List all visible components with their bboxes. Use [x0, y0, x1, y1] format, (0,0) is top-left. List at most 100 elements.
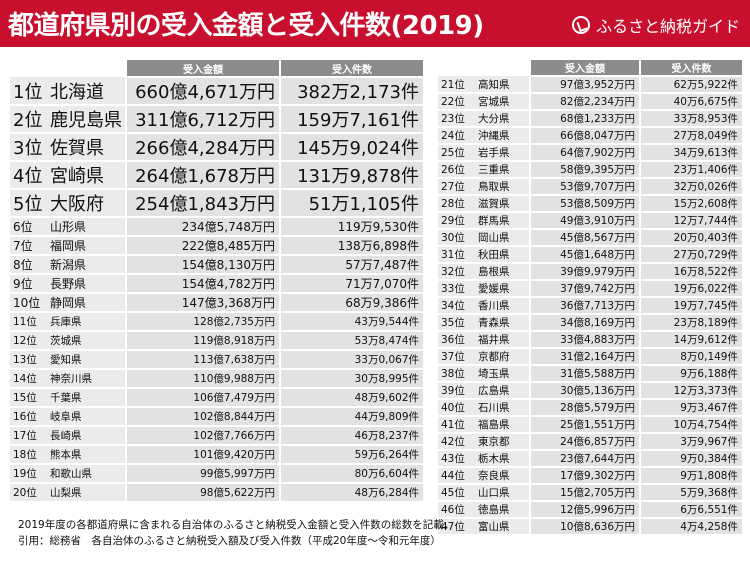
table-row: 30位 岡山県 45億8,567万円 20万0,403件: [438, 229, 742, 247]
table-row: 45位 山口県 15億2,705万円 5万9,368件: [438, 484, 742, 502]
table-row: 13位 愛知県 113億7,638万円 33万0,067件: [10, 350, 423, 370]
prefecture-cell: 静岡県: [50, 293, 126, 313]
prefecture-cell: 岩手県: [478, 144, 530, 162]
prefecture-cell: 福井県: [478, 331, 530, 349]
prefecture-cell: 富山県: [478, 518, 530, 536]
count-cell: 71万7,070件: [279, 274, 423, 294]
count-cell: 32万0,026件: [639, 178, 742, 196]
count-cell: 382万2,173件: [279, 77, 423, 106]
title-banner: 都道府県別の受入金額と受入件数(2019) ふるさと納税ガイド: [0, 0, 750, 47]
rank-cell: 10位: [10, 293, 50, 313]
count-cell: 16万8,522件: [639, 263, 742, 281]
amount-cell: 64億7,902万円: [529, 144, 640, 162]
rank-cell: 36位: [438, 331, 478, 349]
prefecture-cell: 京都府: [478, 348, 530, 366]
ranking-table-right: 受入金額 受入件数 21位 高知県 97億3,952万円 62万5,922件 22位 宮城…: [438, 60, 742, 536]
count-cell: 33万8,953件: [639, 110, 742, 128]
table-row: 46位 徳島県 12億5,996万円 6万6,551件: [438, 501, 742, 519]
rank-cell: 21位: [438, 76, 478, 94]
table-row: 20位 山梨県 98億5,622万円 48万6,284件: [10, 483, 423, 503]
source-citation: 引用：総務省 各自治体のふるさと納税受入額及び受入件数（平成20年度〜令和元年度…: [18, 535, 441, 547]
table-row: 41位 福島県 25億1,551万円 10万4,754件: [438, 416, 742, 434]
table-row: 24位 沖縄県 66億8,047万円 27万8,049件: [438, 127, 742, 145]
table-row: 42位 東京都 24億6,857万円 3万9,967件: [438, 433, 742, 451]
amount-cell: 99億5,997万円: [125, 464, 280, 484]
amount-cell: 234億5,748万円: [125, 217, 280, 237]
amount-cell: 31億5,588万円: [529, 365, 640, 383]
count-cell: 15万2,608件: [639, 195, 742, 213]
checkmark-circle-icon: [571, 16, 590, 34]
count-cell: 138万6,898件: [279, 236, 423, 256]
count-cell: 44万9,809件: [279, 407, 423, 427]
prefecture-cell: 佐賀県: [50, 133, 126, 162]
amount-cell: 53億9,707万円: [529, 178, 640, 196]
count-cell: 62万5,922件: [639, 76, 742, 94]
amount-cell: 97億3,952万円: [529, 76, 640, 94]
amount-cell: 17億9,302万円: [529, 467, 640, 485]
amount-cell: 28億5,579万円: [529, 399, 640, 417]
count-cell: 34万9,613件: [639, 144, 742, 162]
prefecture-cell: 高知県: [478, 76, 530, 94]
rank-cell: 26位: [438, 161, 478, 179]
rank-cell: 20位: [10, 483, 50, 503]
rank-cell: 12位: [10, 331, 50, 351]
table-row: 47位 富山県 10億8,636万円 4万4,258件: [438, 518, 742, 536]
prefecture-cell: 宮城県: [478, 93, 530, 111]
amount-cell: 31億2,164万円: [529, 348, 640, 366]
amount-cell: 30億5,136万円: [529, 382, 640, 400]
prefecture-cell: 三重県: [478, 161, 530, 179]
table-row: 6位 山形県 234億5,748万円 119万9,530件: [10, 217, 423, 237]
rank-cell: 33位: [438, 280, 478, 298]
rank-cell: 7位: [10, 236, 50, 256]
prefecture-cell: 徳島県: [478, 501, 530, 519]
amount-cell: 102億8,844万円: [125, 407, 280, 427]
count-cell: 40万6,675件: [639, 93, 742, 111]
prefecture-cell: 山梨県: [50, 483, 126, 503]
table-row: 15位 千葉県 106億7,479万円 48万9,602件: [10, 388, 423, 408]
count-cell: 10万4,754件: [639, 416, 742, 434]
table-row: 27位 鳥取県 53億9,707万円 32万0,026件: [438, 178, 742, 196]
rank-cell: 9位: [10, 274, 50, 294]
rank-cell: 6位: [10, 217, 50, 237]
table-row: 8位 新潟県 154億8,130万円 57万7,487件: [10, 255, 423, 275]
amount-cell: 53億8,509万円: [529, 195, 640, 213]
rank-cell: 35位: [438, 314, 478, 332]
table-row: 7位 福岡県 222億8,485万円 138万6,898件: [10, 236, 423, 256]
prefecture-cell: 熊本県: [50, 445, 126, 465]
count-cell: 9万0,384件: [639, 450, 742, 468]
amount-cell: 10億8,636万円: [529, 518, 640, 536]
count-cell: 27万0,729件: [639, 246, 742, 264]
prefecture-cell: 石川県: [478, 399, 530, 417]
table-row: 10位 静岡県 147億3,368万円 68万9,386件: [10, 293, 423, 313]
prefecture-cell: 神奈川県: [50, 369, 126, 389]
prefecture-cell: 広島県: [478, 382, 530, 400]
amount-cell: 113億7,638万円: [125, 350, 280, 370]
amount-cell: 106億7,479万円: [125, 388, 280, 408]
amount-cell: 264億1,678万円: [125, 161, 280, 190]
rank-cell: 8位: [10, 255, 50, 275]
amount-cell: 98億5,622万円: [125, 483, 280, 503]
table-row: 21位 高知県 97億3,952万円 62万5,922件: [438, 76, 742, 94]
table-row: 37位 京都府 31億2,164万円 8万0,149件: [438, 348, 742, 366]
page-title: 都道府県別の受入金額と受入件数(2019): [8, 11, 484, 41]
prefecture-cell: 東京都: [478, 433, 530, 451]
table-row: 29位 群馬県 49億3,910万円 12万7,744件: [438, 212, 742, 230]
prefecture-cell: 兵庫県: [50, 312, 126, 332]
count-cell: 19万7,745件: [639, 297, 742, 315]
rank-cell: 3位: [10, 133, 50, 162]
rank-cell: 39位: [438, 382, 478, 400]
table-row: 17位 長崎県 102億7,766万円 46万8,237件: [10, 426, 423, 446]
prefecture-cell: 埼玉県: [478, 365, 530, 383]
brand-logo[interactable]: ふるさと納税ガイド: [571, 13, 740, 37]
table-row: 33位 愛媛県 37億9,742万円 19万6,022件: [438, 280, 742, 298]
prefecture-cell: 島根県: [478, 263, 530, 281]
count-cell: 4万4,258件: [639, 518, 742, 536]
table-row: 23位 大分県 68億1,233万円 33万8,953件: [438, 110, 742, 128]
brand-name: ふるさと納税ガイド: [595, 17, 740, 36]
rank-cell: 1位: [10, 77, 50, 106]
prefecture-cell: 千葉県: [50, 388, 126, 408]
rank-cell: 4位: [10, 161, 50, 190]
rank-cell: 15位: [10, 388, 50, 408]
count-cell: 3万9,967件: [639, 433, 742, 451]
prefecture-cell: 栃木県: [478, 450, 530, 468]
